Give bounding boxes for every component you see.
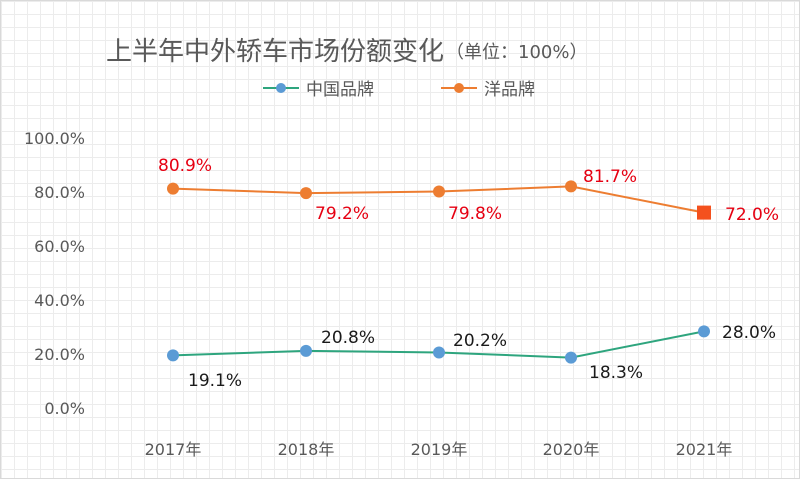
data-point bbox=[565, 180, 577, 193]
data-point bbox=[433, 185, 445, 198]
chart-title: 上半年中外轿车市场份额变化 bbox=[106, 37, 444, 67]
legend: 中国品牌 洋品牌 bbox=[263, 80, 535, 100]
data-label: 18.3% bbox=[589, 363, 643, 383]
data-point bbox=[167, 182, 179, 195]
x-tick-label: 2019年 bbox=[411, 440, 468, 459]
y-tick-label: 40.0% bbox=[34, 291, 85, 310]
data-label: 72.0% bbox=[725, 205, 779, 225]
data-label: 79.2% bbox=[315, 204, 369, 224]
x-tick-label: 2021年 bbox=[676, 440, 733, 459]
y-axis: 0.0% 20.0% 40.0% 60.0% 80.0% 100.0% bbox=[24, 129, 85, 418]
data-point bbox=[300, 187, 312, 200]
legend-label-foreign: 洋品牌 bbox=[484, 80, 535, 100]
y-tick-label: 20.0% bbox=[34, 345, 85, 364]
data-label: 28.0% bbox=[722, 323, 776, 343]
data-point bbox=[300, 344, 312, 357]
x-tick-label: 2018年 bbox=[278, 440, 335, 459]
legend-label-china: 中国品牌 bbox=[306, 80, 374, 100]
data-point bbox=[167, 349, 179, 362]
data-label: 20.2% bbox=[453, 331, 507, 351]
chart-subtitle: （单位：100%） bbox=[446, 42, 587, 63]
data-label: 80.9% bbox=[158, 156, 212, 176]
legend-marker-foreign bbox=[454, 83, 464, 93]
y-tick-label: 80.0% bbox=[34, 183, 85, 202]
x-tick-label: 2017年 bbox=[145, 440, 202, 459]
y-tick-label: 0.0% bbox=[44, 399, 85, 418]
series-foreign: 80.9% 79.2% 79.8% 81.7% 72.0% bbox=[158, 156, 779, 225]
x-tick-label: 2020年 bbox=[543, 440, 600, 459]
series-china: 19.1% 20.8% 20.2% 18.3% 28.0% bbox=[167, 323, 776, 391]
y-tick-label: 60.0% bbox=[34, 237, 85, 256]
data-label: 81.7% bbox=[583, 167, 637, 187]
data-point-highlight bbox=[697, 205, 711, 220]
data-point bbox=[565, 351, 577, 364]
data-point bbox=[433, 346, 445, 359]
legend-marker-china bbox=[276, 83, 286, 93]
data-label: 20.8% bbox=[321, 328, 375, 348]
data-label: 19.1% bbox=[188, 371, 242, 391]
x-axis: 2017年 2018年 2019年 2020年 2021年 bbox=[145, 440, 733, 459]
data-label: 79.8% bbox=[448, 204, 502, 224]
data-point bbox=[698, 325, 710, 338]
y-tick-label: 100.0% bbox=[24, 129, 85, 148]
